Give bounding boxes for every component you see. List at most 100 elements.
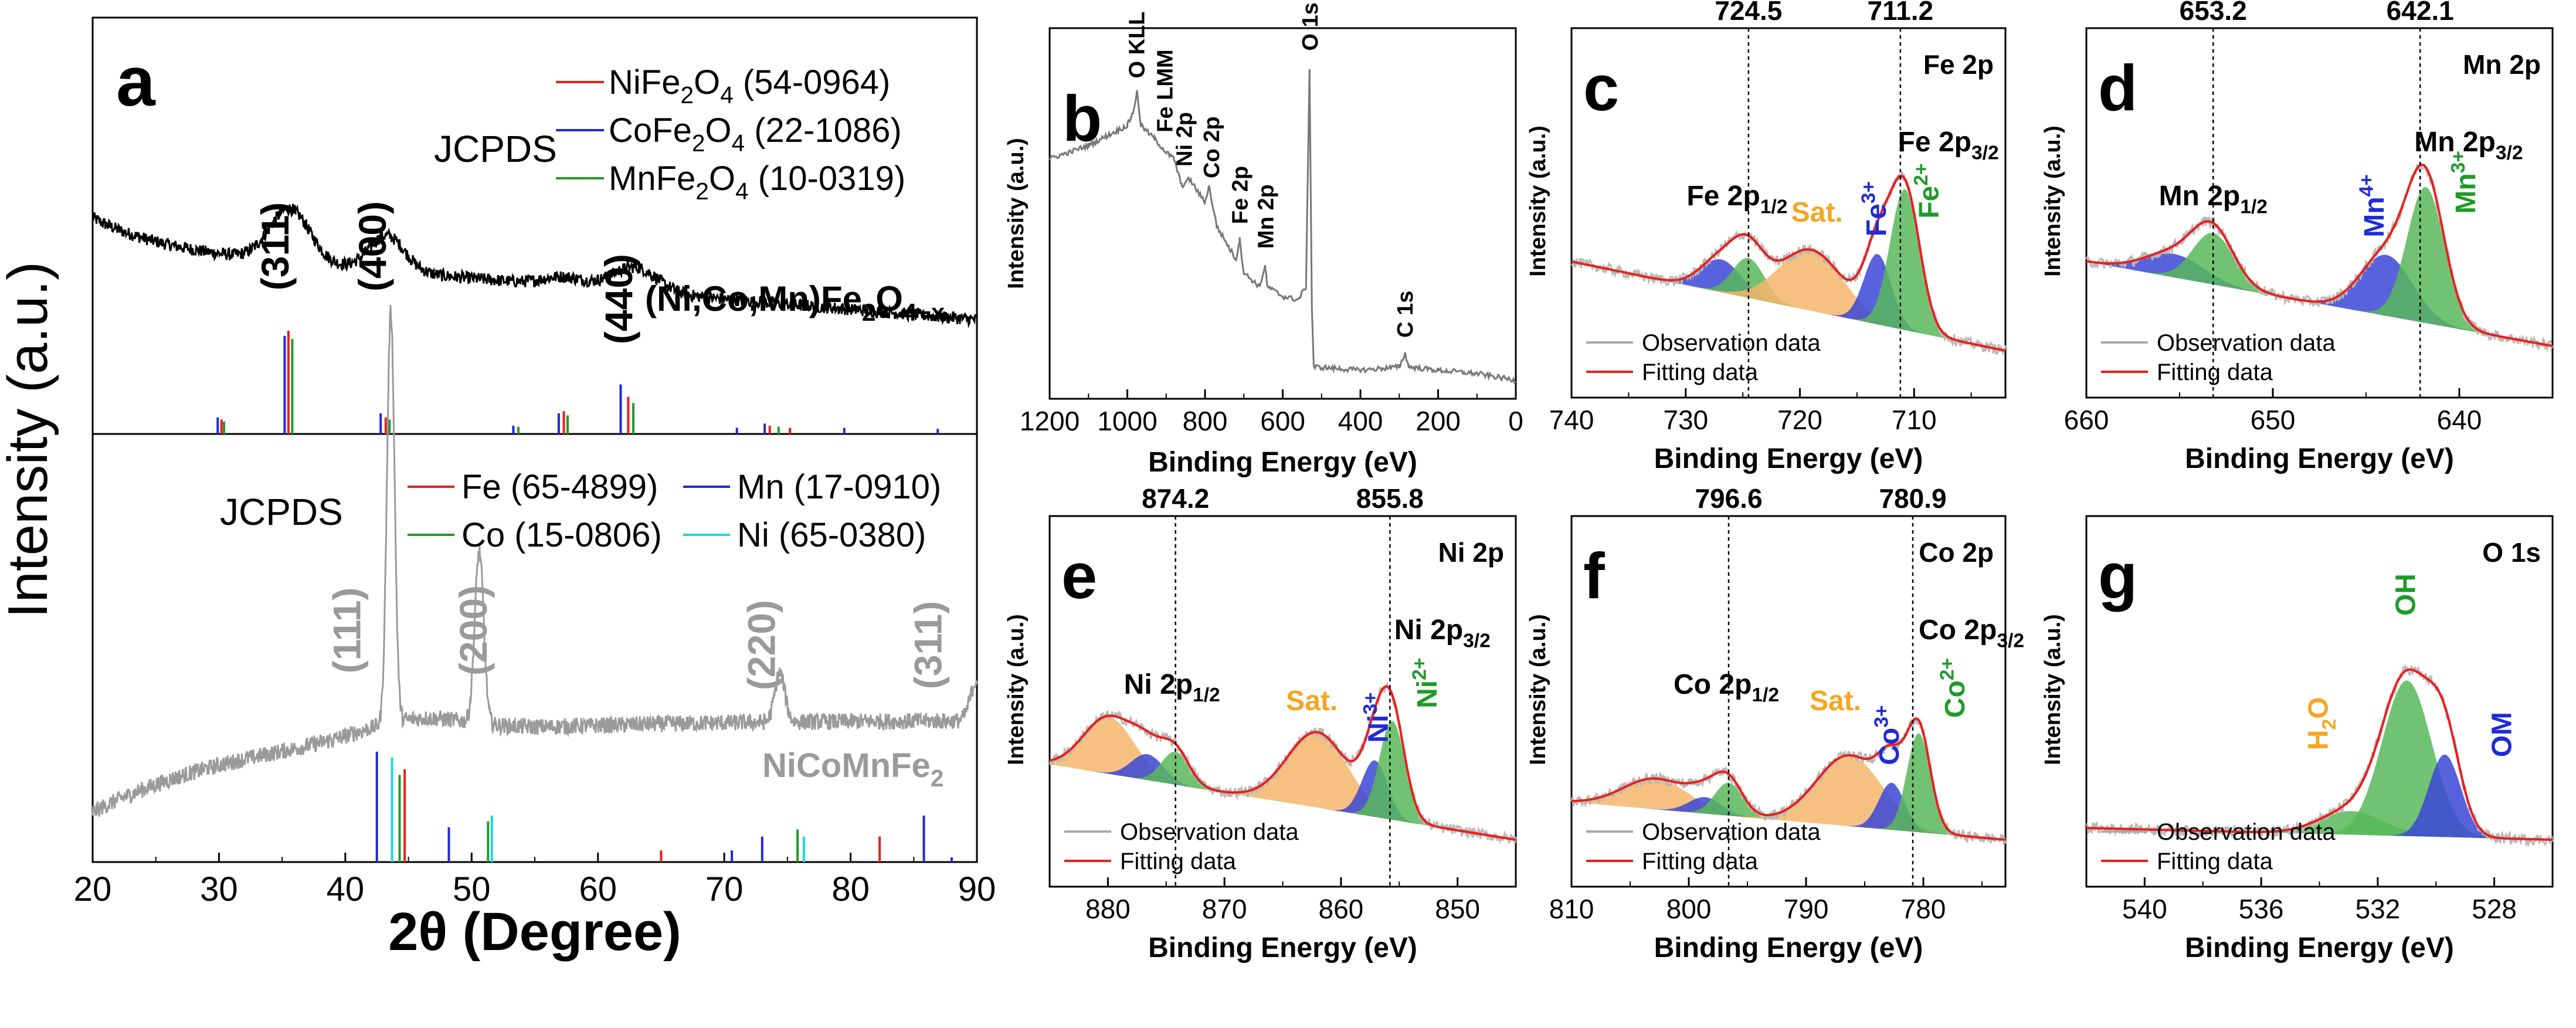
panel-b-peak-label: Mn 2p — [1254, 184, 1279, 249]
panel-b-xlabel: Binding Energy (eV) — [1148, 447, 1417, 478]
panel-c-state-label-part: Fe — [1861, 203, 1892, 236]
panel-a-top-legend-label: NiFe2O4 (54-0964) — [609, 63, 890, 108]
panel-d-state-label-part: Mn — [2359, 196, 2390, 237]
panel-a-top-legend-label-part: O — [709, 160, 735, 198]
panel-e-state-label-part: Ni — [1363, 715, 1394, 743]
panel-f-state-label: Co3+ — [1871, 705, 1905, 765]
panel-g-species-label: H2O — [2303, 697, 2340, 751]
panel-g-element: O 1s — [2482, 537, 2541, 568]
panel-f-state-label-part: 2+ — [1937, 658, 1959, 680]
panel-b-peak-label: Co 2p — [1200, 116, 1224, 178]
panel-c-sat-label: Sat. — [1791, 197, 1843, 228]
panel-b-xtick-label: 1000 — [1097, 406, 1157, 436]
panel-f-legend-label: Fitting data — [1642, 849, 1759, 874]
panel-d-xtick-label: 650 — [2251, 405, 2296, 435]
panel-b-peak-label: C 1s — [1393, 291, 1418, 338]
panel-b-xtick-label: 0 — [1508, 406, 1523, 436]
panel-g-species-label: OH — [2391, 574, 2422, 616]
panel-d-orbital-label: Mn 2p1/2 — [2159, 181, 2268, 218]
panel-a-top-legend-label-part: 2 — [680, 82, 694, 108]
panel-f-state-label-part: 3+ — [1871, 705, 1893, 727]
panel-d-dashed-label: 653.2 — [2180, 0, 2247, 26]
panel-e-component-orange — [1050, 717, 1211, 790]
panel-a-bottom-peak-label: (220) — [739, 600, 783, 690]
panel-b-peak-label: O 1s — [1298, 2, 1323, 50]
panel-g-component-green — [2308, 680, 2506, 839]
panel-c-orbital-label-part: 1/2 — [1760, 196, 1788, 218]
panel-c-state-label: Fe3+ — [1858, 181, 1892, 236]
panel-d-legend-label: Observation data — [2157, 330, 2336, 356]
panel-c-xtick-label: 710 — [1892, 405, 1937, 435]
panel-g-observation-curve — [2085, 663, 2554, 848]
panel-g-component-blue — [2381, 754, 2508, 839]
panel-f-xtick-label: 800 — [1667, 894, 1712, 924]
panel-c-xtick-label: 740 — [1549, 405, 1594, 435]
panel-f-orbital-label-part: 3/2 — [1997, 630, 2024, 652]
panel-e-orbital-label-part: Ni 2p — [1394, 615, 1463, 646]
panel-d-dashed-label: 642.1 — [2387, 0, 2454, 26]
panel-g-xlabel: Binding Energy (eV) — [2185, 932, 2454, 963]
panel-c-dashed-label: 711.2 — [1868, 0, 1934, 26]
panel-e-xtick-label: 870 — [1202, 894, 1247, 924]
panel-d-observation-curve — [2085, 162, 2554, 352]
panel-c-xtick-label: 730 — [1663, 405, 1708, 435]
panel-f-state-label-part: Co — [1940, 680, 1971, 718]
panel-f: 810 800 790 780 Binding Energy (eV) Intensity… — [1526, 483, 2024, 963]
panel-c: 740 730 720 710 Binding Energy (eV) Intensity… — [1526, 0, 2007, 474]
panel-c-fitting-curve — [1571, 174, 2006, 352]
panel-c-orbital-label-part: 3/2 — [1971, 142, 1999, 164]
panel-e-sat-label: Sat. — [1286, 686, 1338, 717]
panel-f-orbital-label-part: 1/2 — [1752, 684, 1779, 706]
panel-a-top-sample-part: (Ni,Co,Mn)Fe — [645, 279, 862, 318]
panel-f-component-green — [1872, 733, 1965, 836]
panel-d-orbital-label-part: 3/2 — [2496, 142, 2523, 164]
panel-a-bottom-jcpds: JCPDS — [220, 491, 343, 533]
panel-g-ylabel: Intensity (a.u.) — [2041, 614, 2065, 765]
panel-a-xlabel: 2θ (Degree) — [388, 902, 681, 962]
panel-a-xtick-label: 50 — [453, 870, 491, 908]
panel-f-sat-label: Sat. — [1810, 686, 1861, 717]
panel-g-xtick-label: 536 — [2239, 894, 2284, 924]
panel-e-xtick-label: 880 — [1085, 894, 1131, 924]
panel-a-xtick-label: 30 — [200, 870, 238, 908]
panel-b-xtick-label: 800 — [1183, 406, 1228, 436]
panel-a-top-legend-label-part: (54-0964) — [734, 63, 891, 101]
panel-a-top-peak-label: (400) — [351, 201, 394, 291]
panel-c-dashed-label: 724.5 — [1715, 0, 1782, 26]
panel-a-bottom-legend-label: Mn (17-0910) — [737, 468, 941, 506]
panel-b-peak-label: Fe 2p — [1228, 166, 1253, 224]
panel-c-component-orange — [1684, 249, 1939, 337]
panel-g-species-label-part: 2 — [2319, 719, 2340, 730]
panel-e-xtick-label: 860 — [1319, 894, 1364, 924]
panel-d-ylabel: Intensity (a.u.) — [2041, 125, 2065, 277]
panel-a-bottom-curve — [91, 304, 978, 817]
panel-a-top-legend-label: CoFe2O4 (22-1086) — [609, 111, 902, 157]
panel-b-ylabel: Intensity (a.u.) — [1004, 138, 1029, 289]
panel-b-xtick-label: 1200 — [1020, 406, 1080, 436]
panel-d-fitting-curve — [2086, 163, 2553, 347]
panel-f-xtick-label: 780 — [1901, 894, 1946, 924]
panel-c-orbital-label-part: Fe 2p — [1686, 181, 1760, 212]
panel-e-orbital-label-part: 3/2 — [1463, 630, 1491, 652]
panel-e-orbital-label: Ni 2p1/2 — [1124, 669, 1220, 706]
panel-e-component-orange — [1197, 732, 1438, 827]
panel-a-xtick-label: 90 — [958, 870, 996, 908]
panel-g: 540 536 532 528 Binding Energy (eV) Intensity… — [2041, 515, 2554, 963]
panel-a: 20 30 40 50 60 70 80 90 2θ (Degree) Intensity (a.… — [0, 16, 996, 962]
panel-a-top-legend-label-part: MnFe — [609, 160, 695, 198]
panel-e-component-green — [1119, 751, 1230, 794]
panel-a-bottom-peak-label: (111) — [325, 588, 369, 674]
panel-g-species-label-part: H — [2303, 730, 2334, 751]
panel-a-bottom-sample-part: 2 — [931, 765, 944, 792]
panel-e-state-label-part: 2+ — [1409, 658, 1431, 680]
panel-e-state-label: Ni2+ — [1409, 658, 1443, 708]
panel-b-survey-curve — [1048, 69, 1517, 385]
panel-a-top-legend-label-part: CoFe — [609, 111, 692, 150]
panel-b-xtick-label: 200 — [1416, 406, 1461, 436]
panel-f-element: Co 2p — [1919, 537, 1994, 568]
panel-c-letter: c — [1583, 52, 1619, 124]
panel-a-bottom-peak-label: (311) — [907, 601, 950, 689]
panel-c-legend-label: Observation data — [1642, 330, 1821, 356]
panel-a-xtick-label: 70 — [705, 870, 744, 908]
